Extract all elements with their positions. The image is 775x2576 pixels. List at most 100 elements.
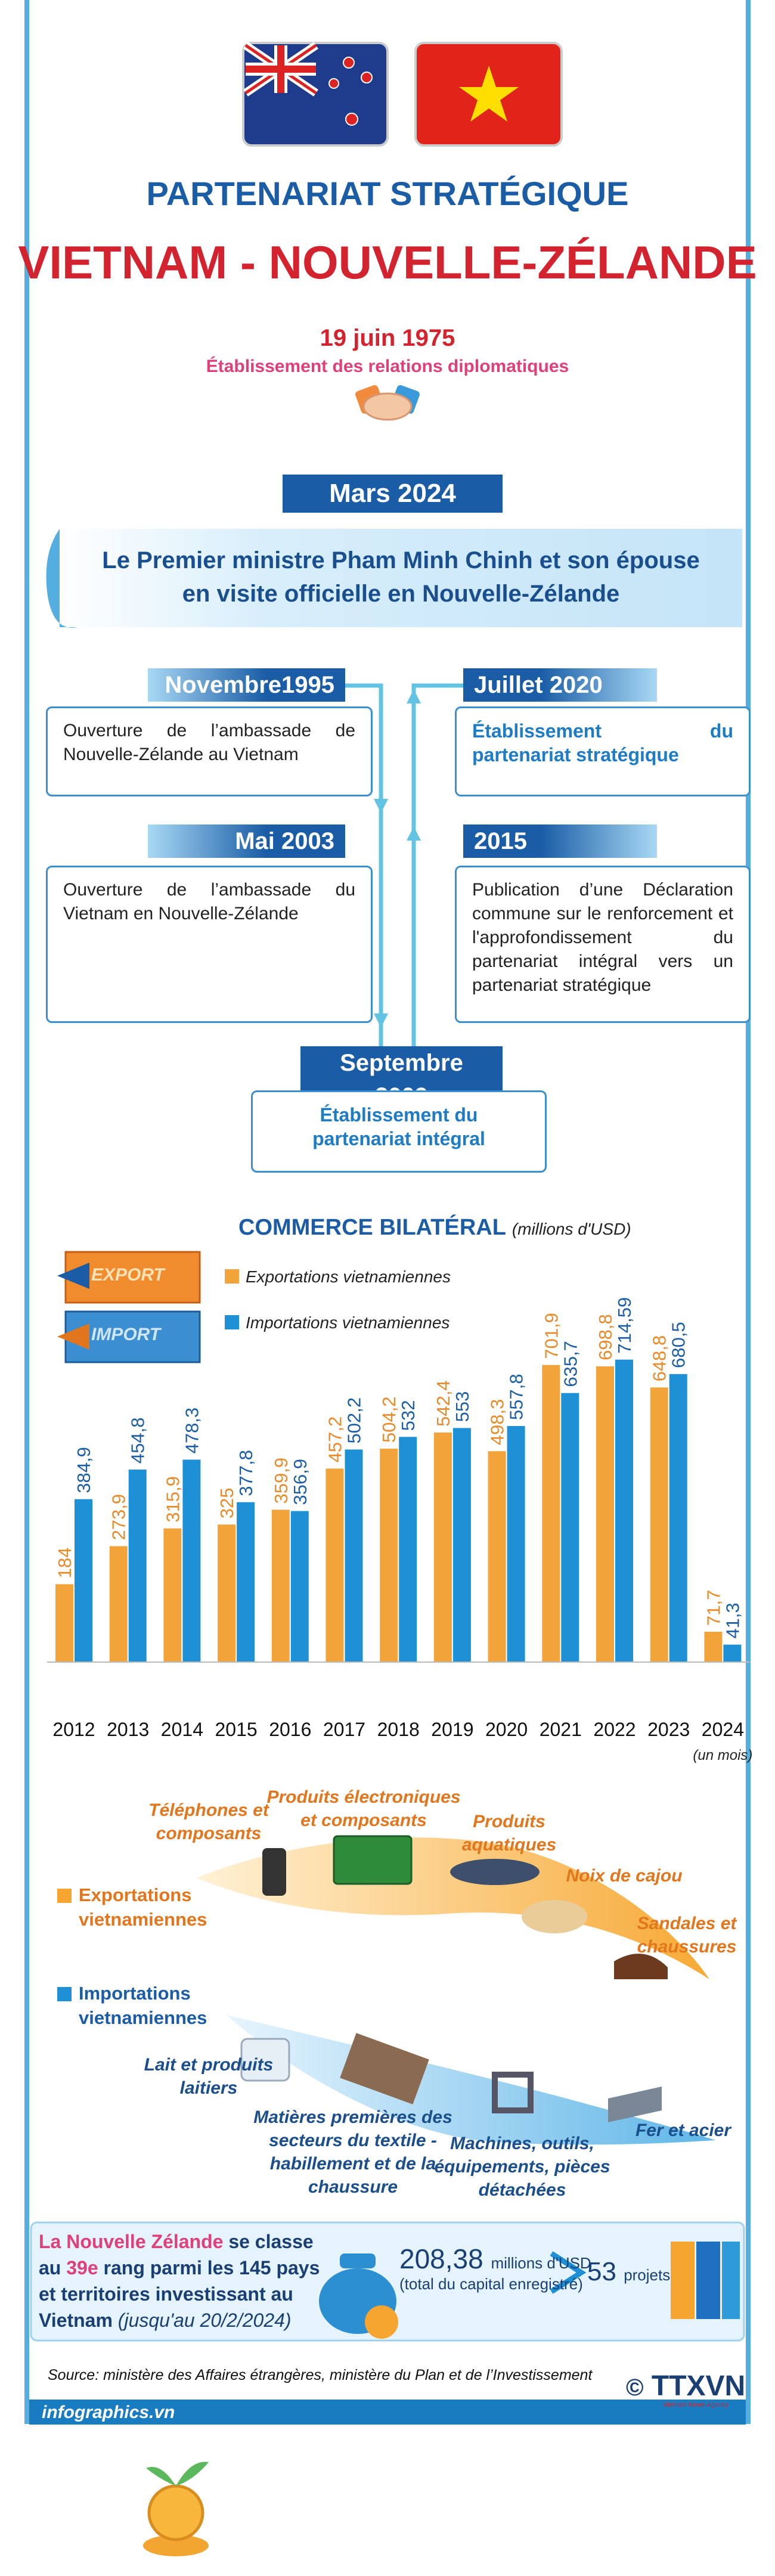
timeline-date: Mai 2003 — [148, 824, 345, 858]
books-icon — [671, 2242, 740, 2319]
money-bag-icon — [319, 2253, 398, 2339]
bar — [704, 1632, 723, 1662]
value-label: 502,2 — [344, 1397, 365, 1444]
bar — [75, 1499, 92, 1662]
bar — [433, 1432, 452, 1662]
bar — [507, 1425, 525, 1662]
capital: 208,38 millions d'USD — [399, 2243, 591, 2275]
value-label: 457,2 — [325, 1416, 346, 1463]
bar — [109, 1546, 128, 1662]
capital-unit: millions d'USD — [491, 2254, 591, 2272]
value-label: 553 — [452, 1391, 473, 1422]
bar — [452, 1428, 471, 1662]
value-label: 359,9 — [271, 1458, 292, 1504]
footer-bar — [29, 2400, 746, 2425]
investment-country: La Nouvelle Zélande — [39, 2231, 224, 2252]
capital-note: (total du capital enregistré) — [399, 2275, 583, 2293]
visit-label-box — [283, 475, 503, 513]
bar — [271, 1509, 290, 1662]
bar — [723, 1644, 742, 1662]
bar — [561, 1393, 579, 1662]
value-label: 71,7 — [703, 1590, 724, 1626]
value-label: 680,5 — [668, 1322, 689, 1368]
timeline-connector — [345, 683, 463, 1067]
logo: © TTXVN — [626, 2370, 745, 2403]
value-label: 498,3 — [487, 1399, 508, 1446]
timeline-text: Établissement du partenariat stratégique — [455, 706, 751, 796]
bar — [380, 1449, 398, 1662]
x-tick-label: 2020 — [485, 1719, 528, 1740]
x-tick-label: 2017 — [323, 1719, 365, 1740]
x-tick-label: 2023 — [647, 1719, 690, 1740]
export-import-icon — [57, 1251, 201, 1363]
visit-ribbon — [60, 529, 742, 627]
import-good: Matières premières des secteurs du texti… — [253, 2107, 452, 2197]
timeline-text: Publication d’une Déclaration commune su… — [455, 866, 751, 1023]
value-label: 478,3 — [181, 1408, 202, 1454]
bar — [182, 1459, 201, 1662]
x-tick-label: 2021 — [540, 1719, 582, 1740]
timeline-arrows — [374, 689, 421, 1028]
investment-rank: 39e — [66, 2257, 98, 2279]
projects-unit: projets — [624, 2266, 671, 2284]
handshake-icon — [355, 385, 420, 421]
x-tick-label: 2016 — [269, 1719, 311, 1740]
x-tick-label: 2012 — [52, 1719, 95, 1740]
export-good: Produits aquatiques — [461, 1812, 557, 1855]
value-label: 325 — [216, 1488, 237, 1519]
logo-sub: Vietnam News Agency — [663, 2401, 728, 2408]
investment-phrase: rang parmi les 145 pays et territoires i… — [39, 2257, 320, 2331]
value-label: 648,8 — [649, 1335, 670, 1382]
value-label: 542,4 — [433, 1380, 454, 1427]
date: 19 juin 1975 — [320, 325, 455, 351]
flag-vn — [414, 42, 563, 147]
x-tick-label: 2015 — [215, 1719, 258, 1740]
value-label: 557,8 — [506, 1374, 527, 1420]
value-label: 504,2 — [379, 1396, 399, 1443]
bar — [128, 1470, 147, 1662]
visit-text: Le Premier ministre Pham Minh Chinh et s… — [60, 544, 742, 610]
value-label: 698,8 — [595, 1314, 616, 1360]
import-good: Fer et acier — [635, 2121, 731, 2140]
bar — [218, 1524, 236, 1662]
bar — [326, 1468, 344, 1662]
site: infographics.vn — [42, 2403, 175, 2422]
date-caption: Établissement des relations diplomatique… — [206, 357, 569, 376]
timeline-text: Ouverture de l’ambassade de Nouvelle-Zél… — [46, 706, 373, 796]
icon-text: IMPORT — [91, 1325, 161, 1344]
arrow-icon — [550, 2251, 587, 2294]
visit-label: Mars 2024 — [329, 479, 456, 508]
bar — [650, 1387, 668, 1662]
value-label: 532 — [398, 1400, 418, 1431]
flag-nz — [242, 42, 389, 147]
export-good: Téléphones et composants — [148, 1800, 269, 1843]
bar — [488, 1451, 506, 1662]
value-label: 454,8 — [128, 1418, 148, 1464]
value-label: 714,59 — [614, 1297, 635, 1354]
legend-label: Importations vietnamiennes — [246, 1313, 450, 1332]
value-label: 377,8 — [235, 1450, 256, 1496]
investment-phrase: se classe au — [39, 2231, 314, 2279]
investment-text: La Nouvelle Zélande se classe au 39e ran… — [39, 2228, 337, 2333]
value-label: 635,7 — [560, 1341, 581, 1387]
x-tick-label: 2014 — [161, 1719, 203, 1740]
bar — [345, 1449, 363, 1662]
timeline-date: Juillet 2020 — [463, 668, 657, 702]
x-tick-label: 2013 — [107, 1719, 149, 1740]
x-tick-label: 2018 — [377, 1719, 420, 1740]
value-label: 315,9 — [162, 1476, 183, 1523]
timeline-text: Ouverture de l’ambassade du Vietnam en N… — [46, 866, 373, 1023]
chart-unit: (millions d'USD) — [512, 1220, 631, 1238]
value-label: 356,9 — [290, 1459, 311, 1505]
legend-swatch — [225, 1269, 239, 1284]
value-label: 184 — [54, 1548, 75, 1579]
coin-plant-icon — [143, 2462, 209, 2556]
bar — [55, 1584, 73, 1662]
legend-label: Exportations vietnamiennes — [246, 1267, 451, 1286]
export-good: Sandales et chaussures — [637, 1914, 737, 1957]
export-band — [197, 1837, 709, 1979]
visit-line: en visite officielle en Nouvelle-Zélande — [182, 581, 620, 607]
capital-value: 208,38 — [399, 2243, 483, 2274]
investment-date: (jusqu'au 20/2/2024) — [117, 2310, 292, 2331]
